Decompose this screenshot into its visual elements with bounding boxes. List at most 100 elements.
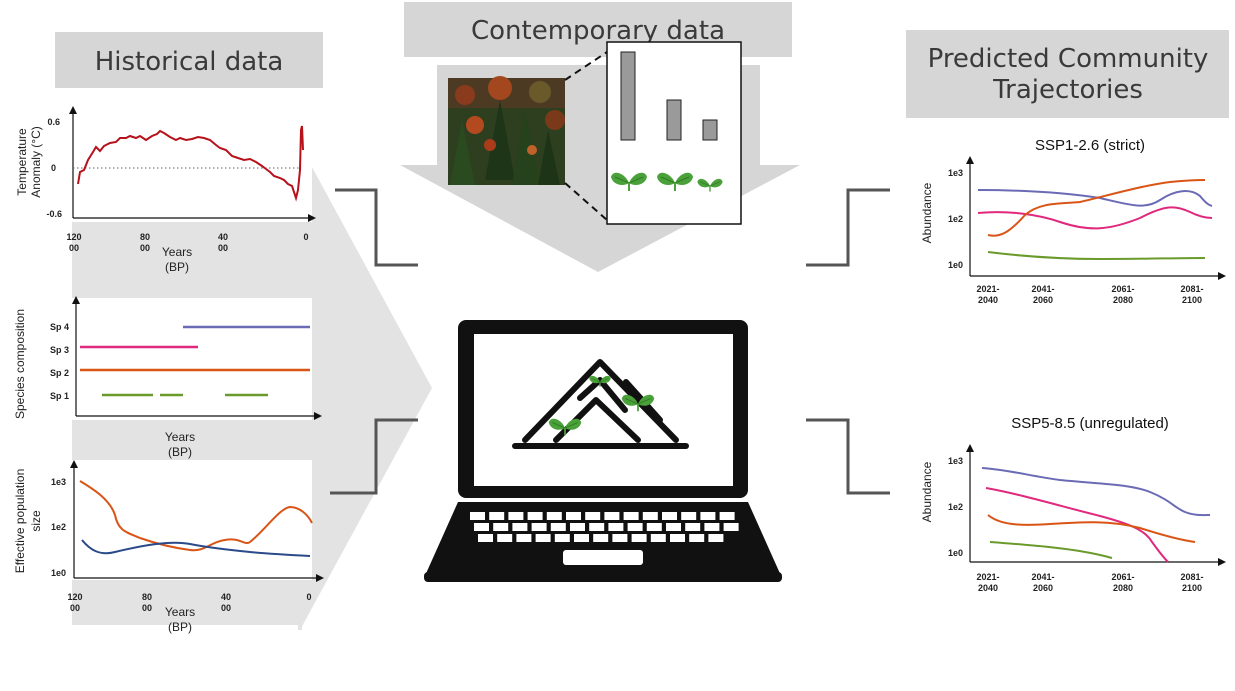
ssp1-series-green [987, 251, 1206, 261]
laptop-icon [424, 320, 782, 582]
predicted-header-box [906, 30, 1229, 118]
keyboard-key [627, 523, 643, 531]
species-ytick-sp1: Sp 1 [50, 391, 69, 401]
species-ytick-sp3: Sp 3 [50, 345, 69, 355]
keyboard-key [470, 512, 485, 520]
keyboard-key [546, 512, 562, 520]
keyboard-key [666, 523, 681, 531]
keyboard-key [662, 512, 677, 520]
pop-xtick-2b: 00 [221, 603, 231, 613]
keyboard-key [508, 512, 524, 520]
keyboard-key [704, 523, 720, 531]
keyboard-key [631, 534, 647, 542]
temp-ylabel-1: Temperature [15, 128, 29, 196]
keyboard-key [681, 512, 697, 520]
ssp5-title: SSP5-8.5 (unregulated) [1011, 415, 1169, 432]
ssp1-title: SSP1-2.6 (strict) [1035, 137, 1145, 154]
ssp1-series-pink [977, 206, 1213, 230]
predicted-header-line1: Predicted Community [928, 44, 1209, 74]
ssp1-xtick-2a: 2061- [1111, 284, 1134, 294]
ssp1-xtick-0a: 2021- [976, 284, 999, 294]
temp-xtick-1a: 80 [140, 232, 150, 242]
abundance-bar-3 [702, 119, 718, 141]
ssp5-ylabel: Abundance [920, 461, 934, 522]
species-xlabel-2: (BP) [168, 445, 192, 459]
ssp5-xticks: 2021- 2040 2041- 2060 2061- 2080 2081- 2… [976, 572, 1203, 593]
keyboard-key [685, 523, 701, 531]
ssp5-xtick-2a: 2061- [1111, 572, 1134, 582]
pop-xtick-0b: 00 [70, 603, 80, 613]
keyboard-key [650, 534, 666, 542]
keyboard-key [512, 523, 528, 531]
pop-xtick-1b: 00 [142, 603, 152, 613]
keyboard-key [497, 534, 513, 542]
keyboard-key [612, 534, 628, 542]
keyboard-key [670, 534, 685, 542]
connector-history-top [335, 188, 418, 267]
keyboard-key [719, 512, 735, 520]
ssp5-series-green [989, 541, 1113, 559]
keyboard-key [527, 512, 543, 520]
species-ylabel: Species composition [13, 309, 27, 419]
ssp1-xtick-1a: 2041- [1031, 284, 1054, 294]
keyboard-key [474, 523, 489, 531]
keyboard-key [585, 512, 601, 520]
ssp1-ylabel: Abundance [920, 182, 934, 243]
pop-ytick-2: 1e0 [51, 568, 66, 578]
ssp1-xtick-0b: 2040 [978, 295, 998, 305]
ssp5-xtick-2b: 2080 [1113, 583, 1133, 593]
ssp1-ytick-1: 1e2 [948, 214, 963, 224]
ssp5-xtick-1a: 2041- [1031, 572, 1054, 582]
pop-xtick-3a: 0 [306, 592, 311, 602]
keyboard-key [550, 523, 566, 531]
temp-series [77, 125, 304, 202]
contemporary-header: Contemporary data [471, 16, 725, 46]
temp-plot-bg [72, 100, 312, 222]
keyboard-key [642, 512, 658, 520]
pop-xtick-0a: 120 [67, 592, 82, 602]
ssp1-series-purple [977, 189, 1213, 207]
ssp5-xtick-1b: 2060 [1033, 583, 1053, 593]
temp-ylabel-2: Anomaly (°C) [29, 126, 43, 197]
temp-xtick-2b: 00 [218, 243, 228, 253]
keyboard-key [493, 523, 509, 531]
pop-ytick-1: 1e2 [51, 522, 66, 532]
keyboard-key [689, 534, 705, 542]
keyboard-key [623, 512, 639, 520]
species-ytick-sp2: Sp 2 [50, 368, 69, 378]
keyboard-key [593, 534, 609, 542]
keyboard-key [723, 523, 739, 531]
connector-history-bottom [330, 418, 418, 495]
temp-xtick-2a: 40 [218, 232, 228, 242]
keyboard-key [700, 512, 716, 520]
pop-plot-bg [72, 460, 312, 580]
keyboard-key [604, 512, 620, 520]
ssp5-xtick-3a: 2081- [1180, 572, 1203, 582]
ssp1-xtick-3b: 2100 [1182, 295, 1202, 305]
keyboard-key [570, 523, 585, 531]
zoom-line-bottom [564, 182, 608, 221]
pop-xtick-2a: 40 [221, 592, 231, 602]
keyboard-key [646, 523, 662, 531]
history-funnel [300, 145, 432, 630]
keyboard-key [531, 523, 547, 531]
ssp5-series-pink [985, 487, 1169, 563]
ssp5-ytick-1: 1e2 [948, 502, 963, 512]
keyboard-key [608, 523, 624, 531]
keyboard-key [589, 523, 605, 531]
temp-xtick-1b: 00 [140, 243, 150, 253]
ssp5-series-orange [987, 514, 1196, 543]
predicted-header-line2: Trajectories [992, 75, 1143, 105]
ssp5-ytick-2: 1e0 [948, 548, 963, 558]
ssp5-xtick-3b: 2100 [1182, 583, 1202, 593]
temp-ytick-1: 0 [51, 163, 56, 173]
zoom-line-top [564, 51, 608, 81]
species-ytick-sp4: Sp 4 [50, 322, 69, 332]
keyboard-key [708, 534, 724, 542]
keyboard-key [489, 512, 505, 520]
abundance-bar-1 [620, 51, 636, 141]
ssp5-xtick-0b: 2040 [978, 583, 998, 593]
ssp1-xtick-2b: 2080 [1113, 295, 1133, 305]
keyboard-key [574, 534, 589, 542]
keyboard-key [554, 534, 570, 542]
